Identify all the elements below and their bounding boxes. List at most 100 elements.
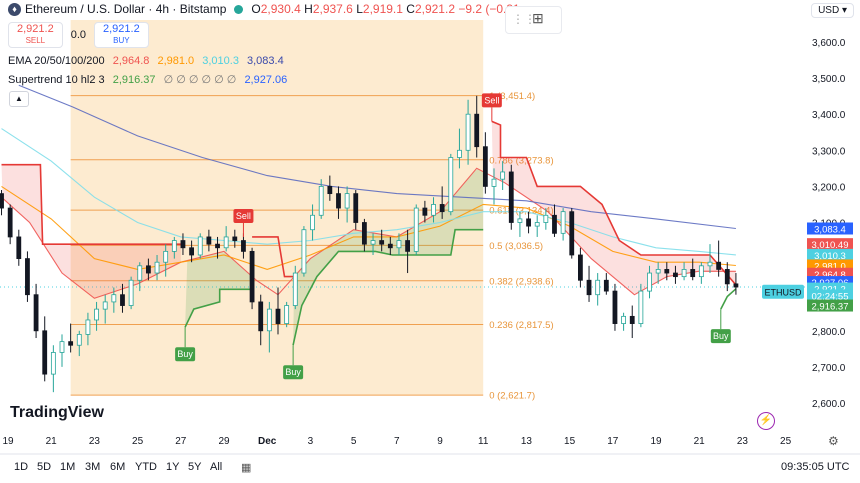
symbol-tag-label: ETHUSD bbox=[764, 287, 802, 297]
candle-body bbox=[189, 247, 195, 256]
symbol-title[interactable]: Ethereum / U.S. Dollar · 4h · Bitstamp bbox=[25, 2, 227, 16]
candle bbox=[647, 265, 652, 299]
supertrend-down1-line bbox=[1, 163, 181, 245]
candle bbox=[102, 294, 108, 324]
candle-body bbox=[560, 211, 566, 234]
candle bbox=[310, 204, 315, 241]
candle bbox=[500, 161, 506, 191]
clock-time[interactable]: 09:35:05 UTC bbox=[781, 461, 850, 473]
range-6m[interactable]: 6M bbox=[110, 461, 126, 473]
x-tick-label: 25 bbox=[780, 436, 792, 447]
candle-body bbox=[292, 272, 298, 306]
range-1d[interactable]: 1D bbox=[14, 461, 29, 473]
signal-label: Buy bbox=[177, 349, 193, 359]
range-all[interactable]: All bbox=[210, 461, 223, 473]
buy-signal: Buy bbox=[175, 327, 196, 362]
candle-body bbox=[603, 279, 609, 292]
candle-body bbox=[215, 243, 220, 249]
symbol-tag-bg bbox=[762, 284, 804, 299]
fib-level-label: 0.382 (2,938.6) bbox=[489, 276, 553, 287]
range-1y[interactable]: 1Y bbox=[166, 461, 180, 473]
settings-gear-icon[interactable]: ⚙ bbox=[828, 434, 839, 448]
ema50-value: 2,981.0 bbox=[157, 55, 195, 67]
ema-legend[interactable]: EMA 20/50/100/200 2,964.8 2,981.0 3,010.… bbox=[8, 55, 284, 67]
y-tick-label: 3,200.0 bbox=[812, 182, 846, 193]
range-5y[interactable]: 5Y bbox=[188, 461, 202, 473]
candle bbox=[361, 218, 367, 252]
candle-body bbox=[586, 279, 592, 296]
drawing-toolbar[interactable]: ⋮⋮ ⊞ bbox=[505, 6, 562, 34]
candle bbox=[318, 179, 324, 219]
candle-body bbox=[543, 214, 549, 223]
candle-body bbox=[439, 204, 445, 213]
supertrend-up2-line bbox=[292, 228, 484, 346]
candle bbox=[76, 330, 82, 357]
candle bbox=[508, 164, 514, 230]
sell-button[interactable]: 2,921.2 SELL bbox=[8, 22, 63, 48]
collapse-legend-icon[interactable]: ▲ bbox=[9, 91, 29, 107]
calendar-icon[interactable]: ▦ bbox=[241, 462, 252, 474]
candle-body bbox=[448, 157, 454, 213]
candle-body bbox=[474, 113, 480, 148]
price-tag-label: 2,981.0 bbox=[814, 261, 846, 272]
range-3m[interactable]: 3M bbox=[85, 461, 101, 473]
candle-body bbox=[180, 240, 186, 249]
candle-body bbox=[344, 193, 350, 209]
candle-body bbox=[241, 240, 246, 252]
candle-body bbox=[413, 207, 419, 252]
candle-body bbox=[128, 279, 134, 306]
range-5d[interactable]: 5D bbox=[37, 461, 52, 473]
candle-body bbox=[258, 301, 264, 332]
range-ytd[interactable]: YTD bbox=[135, 461, 157, 473]
supertrend-down-fill bbox=[491, 121, 736, 294]
candle bbox=[612, 283, 618, 331]
candle bbox=[474, 95, 480, 158]
candle-body bbox=[197, 236, 203, 256]
y-tick-label: 2,600.0 bbox=[812, 399, 846, 410]
price-tag-bg bbox=[807, 238, 853, 251]
x-tick-label: 27 bbox=[175, 436, 187, 447]
x-tick-label: 23 bbox=[737, 436, 749, 447]
candle bbox=[655, 262, 661, 284]
candle bbox=[284, 301, 290, 328]
candle bbox=[431, 197, 436, 223]
candle bbox=[379, 229, 385, 252]
buy-signal: Buy bbox=[283, 345, 304, 380]
drag-handle-icon[interactable]: ⋮⋮ bbox=[512, 12, 536, 26]
candle bbox=[241, 233, 246, 259]
price-tag-label: 02:24:55 bbox=[812, 291, 849, 302]
candle-body bbox=[94, 308, 99, 321]
candle bbox=[16, 229, 22, 266]
price-axis bbox=[806, 0, 860, 444]
candle bbox=[698, 262, 704, 284]
candle-body bbox=[266, 308, 272, 332]
lightning-icon[interactable]: ⚡ bbox=[757, 412, 775, 430]
candle bbox=[275, 287, 281, 335]
signal-label: Buy bbox=[713, 331, 729, 341]
candle-body bbox=[85, 319, 91, 335]
x-tick-label: 23 bbox=[89, 436, 101, 447]
candle bbox=[266, 301, 272, 353]
supertrend-legend[interactable]: Supertrend 10 hl2 3 2,916.37 ∅ ∅ ∅ ∅ ∅ ∅… bbox=[8, 74, 288, 86]
candle bbox=[180, 233, 186, 255]
candle-body bbox=[102, 301, 108, 310]
candle bbox=[457, 128, 462, 169]
candle-body bbox=[327, 185, 333, 195]
x-tick-label: 25 bbox=[132, 436, 144, 447]
candle-body bbox=[284, 305, 290, 324]
candle bbox=[59, 334, 65, 367]
range-1m[interactable]: 1M bbox=[60, 461, 76, 473]
signal-label: Buy bbox=[285, 367, 301, 377]
candle bbox=[413, 204, 419, 255]
candle bbox=[42, 316, 48, 382]
price-tag-label: 2,964.8 bbox=[814, 270, 846, 281]
candle bbox=[154, 254, 160, 281]
buy-button[interactable]: 2,921.2 BUY bbox=[94, 22, 149, 48]
object-tree-icon[interactable]: ⊞ bbox=[532, 10, 544, 26]
candle bbox=[448, 153, 454, 216]
y-tick-label: 3,300.0 bbox=[812, 146, 846, 157]
candle bbox=[586, 265, 592, 302]
candle bbox=[629, 305, 635, 339]
currency-select[interactable]: USD ▾ bbox=[811, 3, 854, 18]
